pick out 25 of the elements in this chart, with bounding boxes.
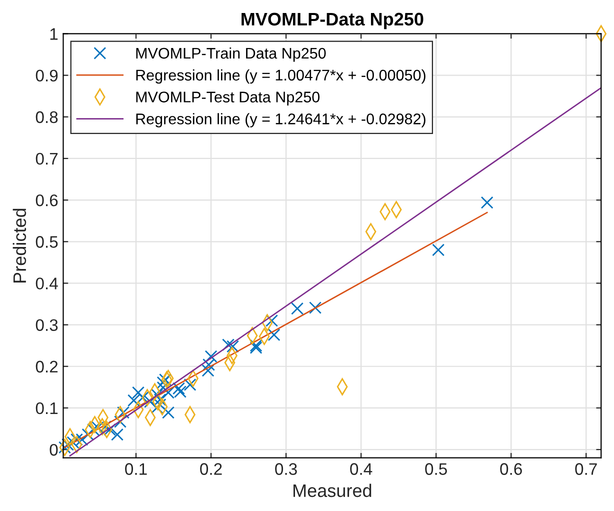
x-tick-label: 0.7: [575, 463, 597, 475]
x-tick-label: 0.1: [125, 463, 147, 475]
legend-label: Regression line (y = 1.24641*x + -0.02982): [136, 113, 426, 128]
legend-label: Regression line (y = 1.00477*x + -0.00050): [136, 69, 426, 84]
x-tick-label: 0.6: [500, 463, 522, 475]
x-tick-label: 0.3: [275, 463, 297, 475]
x-tick-label: 0.2: [200, 463, 222, 475]
y-tick-label: 0.6: [36, 194, 58, 206]
y-tick-label: 0.4: [36, 278, 58, 290]
chart-title: MVOMLP-Data Np250: [242, 12, 424, 30]
y-tick-label: 0.9: [36, 70, 58, 82]
y-tick-label: 0.7: [36, 152, 58, 165]
y-tick-label: 0.5: [36, 236, 58, 248]
x-tick-label: 0.5: [425, 463, 447, 475]
y-tick-label: 0.3: [36, 319, 58, 331]
x-tick-label: 0.4: [350, 463, 372, 475]
y-tick-label: 1: [50, 28, 58, 40]
y-tick-label: 0: [50, 444, 58, 456]
x-axis-title: Measured: [294, 484, 372, 498]
y-tick-label: 0.2: [36, 360, 58, 373]
y-axis-title: Predicted: [12, 208, 26, 282]
legend-label: MVOMLP-Train Data Np250: [136, 47, 326, 62]
y-tick-label: 0.1: [36, 402, 58, 414]
legend-label: MVOMLP-Test Data Np250: [136, 92, 320, 106]
y-tick-label: 0.8: [36, 111, 58, 124]
